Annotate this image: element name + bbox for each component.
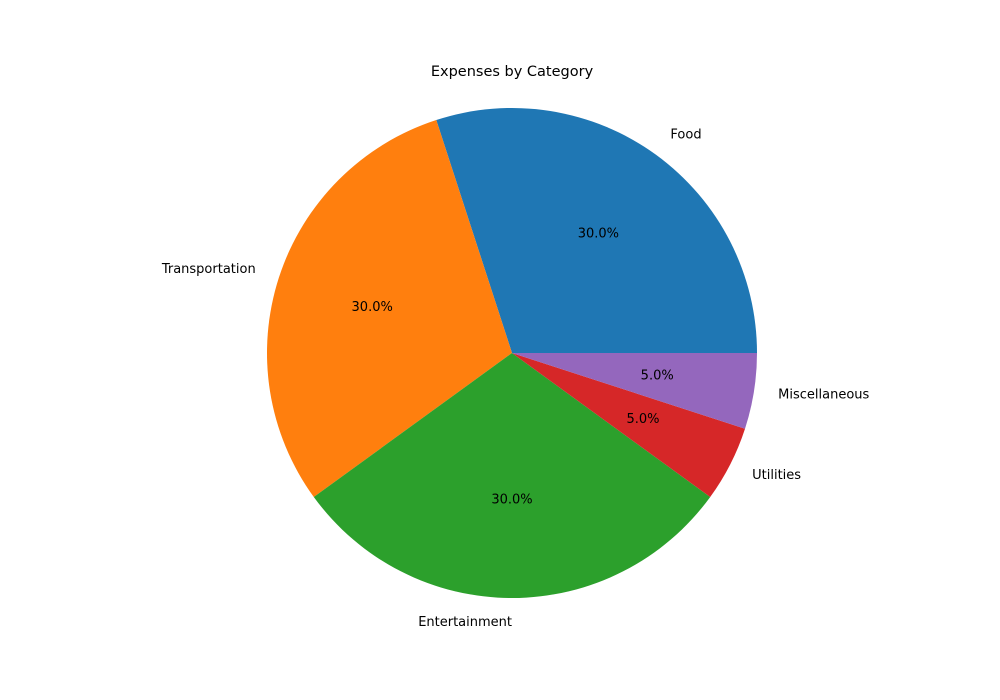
percent-label-transportation: 30.0%	[352, 300, 393, 315]
chart-title: Expenses by Category	[431, 64, 594, 80]
category-label-food: Food	[670, 127, 701, 142]
percent-label-miscellaneous: 5.0%	[641, 368, 674, 383]
percent-label-utilities: 5.0%	[626, 412, 659, 427]
pie-slice-food	[436, 107, 757, 353]
category-label-miscellaneous: Miscellaneous	[778, 388, 869, 403]
pie-slice-transportation	[267, 119, 512, 498]
category-label-utilities: Utilities	[752, 468, 801, 483]
percent-label-food: 30.0%	[578, 227, 619, 242]
pie-slice-miscellaneous	[512, 353, 757, 429]
category-labels: Food Transportation Entertainment Utilities…	[161, 127, 870, 630]
category-label-transportation: Transportation	[161, 262, 256, 277]
pie-slices	[267, 107, 757, 598]
pie-slice-entertainment	[313, 353, 711, 598]
percent-label-entertainment: 30.0%	[491, 493, 532, 508]
pie-slice-utilities	[512, 353, 746, 498]
percent-labels: 30.0% 30.0% 30.0% 5.0% 5.0%	[352, 227, 674, 508]
category-label-entertainment: Entertainment	[418, 615, 512, 630]
